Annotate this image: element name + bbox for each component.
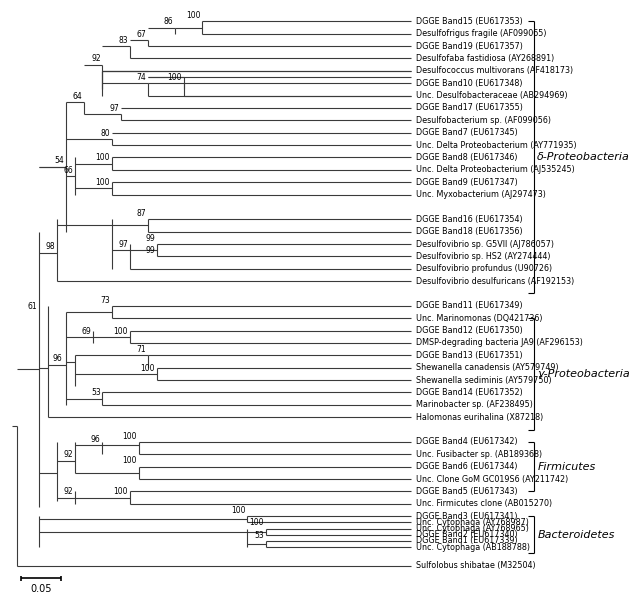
Text: 97: 97 <box>118 240 128 249</box>
Text: DGGE Band4 (EU617342): DGGE Band4 (EU617342) <box>416 438 518 447</box>
Text: Bacteroidetes: Bacteroidetes <box>537 530 615 540</box>
Text: 66: 66 <box>64 166 74 175</box>
Text: 61: 61 <box>27 302 37 311</box>
Text: 96: 96 <box>53 354 63 363</box>
Text: Shewanella canadensis (AY579749): Shewanella canadensis (AY579749) <box>416 363 559 372</box>
Text: 100: 100 <box>113 327 128 336</box>
Text: 73: 73 <box>100 296 110 304</box>
Text: δ-Proteobacteria: δ-Proteobacteria <box>537 152 630 162</box>
Text: Unc. Cytophaga (AB188788): Unc. Cytophaga (AB188788) <box>416 543 530 552</box>
Text: Unc. Marinomonas (DQ421736): Unc. Marinomonas (DQ421736) <box>416 314 542 323</box>
Text: 69: 69 <box>82 327 91 336</box>
Text: Unc. Fusibacter sp. (AB189368): Unc. Fusibacter sp. (AB189368) <box>416 450 542 459</box>
Text: 96: 96 <box>91 435 100 444</box>
Text: 74: 74 <box>136 73 146 82</box>
Text: Marinobacter sp. (AF238495): Marinobacter sp. (AF238495) <box>416 401 533 410</box>
Text: 100: 100 <box>231 506 246 515</box>
Text: 71: 71 <box>137 345 146 354</box>
Text: DGGE Band7 (EU617345): DGGE Band7 (EU617345) <box>416 128 518 137</box>
Text: DGGE Band16 (EU617354): DGGE Band16 (EU617354) <box>416 215 523 224</box>
Text: 83: 83 <box>118 36 128 45</box>
Text: DGGE Band5 (EU617343): DGGE Band5 (EU617343) <box>416 487 518 496</box>
Text: Firmicutes: Firmicutes <box>537 461 596 472</box>
Text: 100: 100 <box>249 518 264 527</box>
Text: DGGE Band3 (EU617341): DGGE Band3 (EU617341) <box>416 512 518 521</box>
Text: Desulfofrigus fragile (AF099065): Desulfofrigus fragile (AF099065) <box>416 29 547 38</box>
Text: DGGE Band19 (EU617357): DGGE Band19 (EU617357) <box>416 42 523 51</box>
Text: Sulfolobus shibatae (M32504): Sulfolobus shibatae (M32504) <box>416 561 535 570</box>
Text: Unc. Myxobacterium (AJ297473): Unc. Myxobacterium (AJ297473) <box>416 190 546 199</box>
Text: DGGE Band1 (EU617339): DGGE Band1 (EU617339) <box>416 537 518 546</box>
Text: 100: 100 <box>123 432 137 441</box>
Text: 99: 99 <box>145 234 155 243</box>
Text: DGGE Band9 (EU617347): DGGE Band9 (EU617347) <box>416 178 518 187</box>
Text: 100: 100 <box>168 73 182 82</box>
Text: DGGE Band17 (EU617355): DGGE Band17 (EU617355) <box>416 103 523 112</box>
Text: 100: 100 <box>186 11 200 20</box>
Text: 99: 99 <box>145 246 155 255</box>
Text: Unc. Firmicutes clone (AB015270): Unc. Firmicutes clone (AB015270) <box>416 499 552 508</box>
Text: DGGE Band12 (EU617350): DGGE Band12 (EU617350) <box>416 326 523 335</box>
Text: Desulfovibrio profundus (U90726): Desulfovibrio profundus (U90726) <box>416 264 552 273</box>
Text: 0.05: 0.05 <box>30 584 51 594</box>
Text: 80: 80 <box>100 128 110 138</box>
Text: γ-Proteobacteria: γ-Proteobacteria <box>537 369 630 379</box>
Text: Halomonas eurihalina (X87218): Halomonas eurihalina (X87218) <box>416 413 543 421</box>
Text: 100: 100 <box>113 487 128 496</box>
Text: 53: 53 <box>91 389 100 398</box>
Text: 92: 92 <box>64 487 74 496</box>
Text: Unc. Cytophaga (AY768987): Unc. Cytophaga (AY768987) <box>416 518 529 527</box>
Text: Desulfofaba fastidiosa (AY268891): Desulfofaba fastidiosa (AY268891) <box>416 54 554 63</box>
Text: Unc. Delta Proteobacterium (AJ535245): Unc. Delta Proteobacterium (AJ535245) <box>416 165 575 174</box>
Text: DGGE Band8 (EU617346): DGGE Band8 (EU617346) <box>416 153 518 162</box>
Text: DGGE Band11 (EU617349): DGGE Band11 (EU617349) <box>416 301 523 310</box>
Text: DMSP-degrading bacteria JA9 (AF296153): DMSP-degrading bacteria JA9 (AF296153) <box>416 338 583 347</box>
Text: 54: 54 <box>55 156 64 165</box>
Text: Desulfovibrio desulfuricans (AF192153): Desulfovibrio desulfuricans (AF192153) <box>416 276 574 285</box>
Text: 92: 92 <box>64 450 74 459</box>
Text: Desulfobacterium sp. (AF099056): Desulfobacterium sp. (AF099056) <box>416 116 551 125</box>
Text: Desulfococcus multivorans (AF418173): Desulfococcus multivorans (AF418173) <box>416 66 573 75</box>
Text: DGGE Band2 (EU617340): DGGE Band2 (EU617340) <box>416 530 518 539</box>
Text: 100: 100 <box>140 364 155 373</box>
Text: DGGE Band18 (EU617356): DGGE Band18 (EU617356) <box>416 227 523 236</box>
Text: 98: 98 <box>46 242 55 251</box>
Text: DGGE Band14 (EU617352): DGGE Band14 (EU617352) <box>416 388 523 397</box>
Text: Unc. Delta Proteobacterium (AY771935): Unc. Delta Proteobacterium (AY771935) <box>416 140 577 149</box>
Text: 100: 100 <box>95 178 110 187</box>
Text: Desulfovibrio sp. HS2 (AY274444): Desulfovibrio sp. HS2 (AY274444) <box>416 252 551 261</box>
Text: DGGE Band15 (EU617353): DGGE Band15 (EU617353) <box>416 17 523 26</box>
Text: 87: 87 <box>137 209 146 218</box>
Text: Unc. Cytophaga (AY768965): Unc. Cytophaga (AY768965) <box>416 524 529 533</box>
Text: Unc. Desulfobacteraceae (AB294969): Unc. Desulfobacteraceae (AB294969) <box>416 91 568 100</box>
Text: 97: 97 <box>109 104 119 113</box>
Text: 100: 100 <box>95 153 110 162</box>
Text: Unc. Clone GoM GC019S6 (AY211742): Unc. Clone GoM GC019S6 (AY211742) <box>416 475 568 484</box>
Text: 86: 86 <box>163 17 173 26</box>
Text: DGGE Band6 (EU617344): DGGE Band6 (EU617344) <box>416 462 518 471</box>
Text: 64: 64 <box>73 91 83 100</box>
Text: 53: 53 <box>254 531 264 540</box>
Text: Desulfovibrio sp. G5VII (AJ786057): Desulfovibrio sp. G5VII (AJ786057) <box>416 239 554 248</box>
Text: Shewanella sediminis (AY579750): Shewanella sediminis (AY579750) <box>416 376 552 384</box>
Text: DGGE Band10 (EU617348): DGGE Band10 (EU617348) <box>416 79 523 88</box>
Text: 100: 100 <box>123 457 137 466</box>
Text: 67: 67 <box>136 30 146 39</box>
Text: DGGE Band13 (EU617351): DGGE Band13 (EU617351) <box>416 351 523 360</box>
Text: 92: 92 <box>91 54 100 63</box>
